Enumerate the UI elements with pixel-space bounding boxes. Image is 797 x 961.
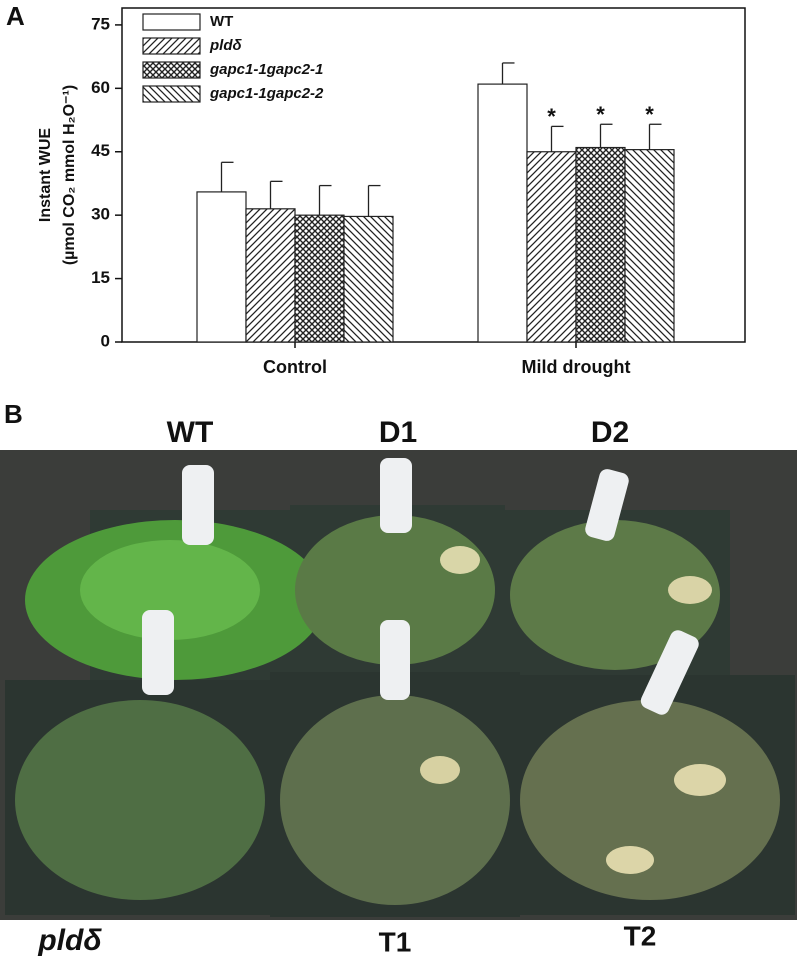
bar xyxy=(575,146,626,343)
y-tick-label: 60 xyxy=(91,78,110,97)
bar xyxy=(343,215,394,343)
legend-swatch xyxy=(142,61,201,79)
plant xyxy=(80,540,260,640)
plant xyxy=(520,700,780,900)
bar xyxy=(196,191,247,343)
bar xyxy=(477,83,528,343)
bar xyxy=(245,208,296,343)
x-tick-label: Control xyxy=(263,357,327,377)
bar xyxy=(294,214,345,343)
plot-frame xyxy=(121,7,746,343)
y-tick-label: 30 xyxy=(91,205,110,224)
legend-label: gapc1-1gapc2-2 xyxy=(209,85,324,102)
dry-leaf xyxy=(420,756,460,784)
plant-tag xyxy=(142,610,174,695)
bar xyxy=(624,149,675,343)
plant-tag xyxy=(640,630,699,715)
legend-label: gapc1-1gapc2-1 xyxy=(209,61,323,78)
dry-leaf xyxy=(674,764,726,796)
legend-swatch xyxy=(142,13,201,31)
significance-label: * xyxy=(645,102,654,127)
y-axis-units: (µmol CO₂ mmol H₂O⁻¹) xyxy=(61,85,78,265)
legend-swatch xyxy=(142,37,201,55)
photo xyxy=(0,450,797,920)
significance-label: * xyxy=(596,102,605,127)
plant-tag xyxy=(380,458,412,533)
legend-label: WT xyxy=(210,13,233,30)
dry-leaf xyxy=(606,846,654,874)
legend-label: pldδ xyxy=(209,37,242,54)
y-tick-label: 75 xyxy=(91,14,110,33)
plant xyxy=(280,695,510,905)
y-axis-label: Instant WUE xyxy=(37,128,54,223)
significance-label: * xyxy=(547,104,556,129)
legend-swatch xyxy=(142,85,201,103)
y-tick-label: 45 xyxy=(91,141,110,160)
plant xyxy=(15,700,265,900)
x-tick-label: Mild drought xyxy=(522,357,631,377)
photo-label: D1 xyxy=(379,416,417,449)
chart: 0 15 30 45 60 75 Instant WUE (µmol CO₂ mmol H₂O… xyxy=(37,7,746,377)
photo-label: WT xyxy=(167,416,214,449)
bar xyxy=(526,151,577,343)
plant-tag xyxy=(182,465,214,545)
y-tick-label: 15 xyxy=(91,268,110,287)
plant xyxy=(510,520,720,670)
photo-label: D2 xyxy=(591,416,629,449)
plant-tag xyxy=(380,620,410,700)
y-tick-label: 0 xyxy=(101,331,110,350)
dry-leaf xyxy=(440,546,480,574)
panel-label: A xyxy=(6,1,25,31)
photo-label: pldδ xyxy=(37,924,102,957)
dry-leaf xyxy=(668,576,712,604)
plant-tag xyxy=(585,469,629,541)
photo-labels: WT D1 D2 pldδ T1 T2 xyxy=(37,416,656,957)
panel-label: B xyxy=(4,399,23,429)
photo-label: T1 xyxy=(379,926,412,957)
photo-label: T2 xyxy=(624,920,657,951)
